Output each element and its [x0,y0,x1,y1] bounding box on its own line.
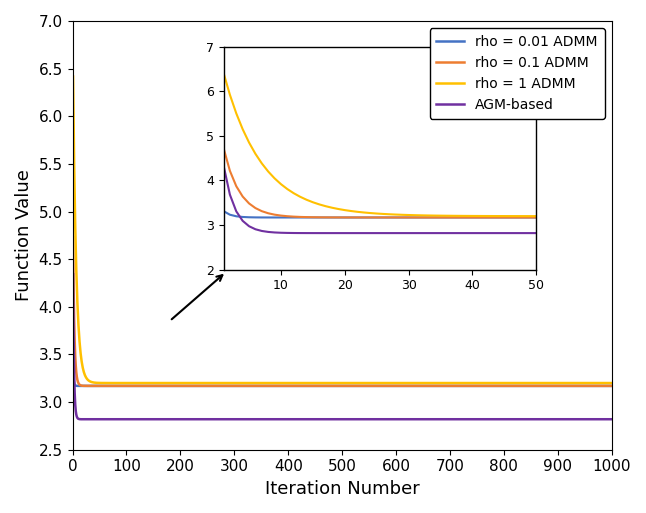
rho = 0.1 ADMM [608,383,616,389]
AGM-based [608,416,616,422]
Line: rho = 0.01 ADMM: rho = 0.01 ADMM [73,372,612,386]
rho = 1 ADMM [124,380,132,386]
rho = 0.01 ADMM [499,383,507,389]
rho = 0.1 ADMM [69,234,77,240]
rho = 0.1 ADMM [440,383,448,389]
rho = 1 ADMM [490,380,497,386]
rho = 1 ADMM [499,380,507,386]
rho = 0.1 ADMM [287,383,295,389]
AGM-based [499,416,507,422]
Line: rho = 1 ADMM: rho = 1 ADMM [73,76,612,383]
rho = 1 ADMM [307,380,315,386]
rho = 0.01 ADMM [307,383,315,389]
rho = 0.1 ADMM [119,383,127,389]
AGM-based [125,416,132,422]
AGM-based [440,416,448,422]
Line: rho = 0.1 ADMM: rho = 0.1 ADMM [73,237,612,386]
rho = 0.01 ADMM [125,383,132,389]
Legend: rho = 0.01 ADMM, rho = 0.1 ADMM, rho = 1 ADMM, AGM-based: rho = 0.01 ADMM, rho = 0.1 ADMM, rho = 1… [430,28,605,119]
rho = 0.01 ADMM [490,383,497,389]
X-axis label: Iteration Number: Iteration Number [265,480,419,498]
rho = 1 ADMM [608,380,616,386]
rho = 0.01 ADMM [91,383,99,389]
AGM-based [69,271,77,278]
rho = 0.01 ADMM [287,383,295,389]
rho = 1 ADMM [440,380,448,386]
rho = 0.1 ADMM [307,383,315,389]
rho = 0.01 ADMM [440,383,448,389]
Line: AGM-based: AGM-based [73,274,612,419]
rho = 0.1 ADMM [490,383,497,389]
rho = 1 ADMM [69,73,77,80]
AGM-based [287,416,295,422]
rho = 0.01 ADMM [69,369,77,376]
AGM-based [307,416,315,422]
rho = 1 ADMM [190,380,198,386]
rho = 0.1 ADMM [125,383,132,389]
Y-axis label: Function Value: Function Value [15,169,33,301]
rho = 1 ADMM [287,380,295,386]
AGM-based [490,416,497,422]
rho = 0.1 ADMM [499,383,507,389]
AGM-based [78,416,86,422]
rho = 0.01 ADMM [608,383,616,389]
